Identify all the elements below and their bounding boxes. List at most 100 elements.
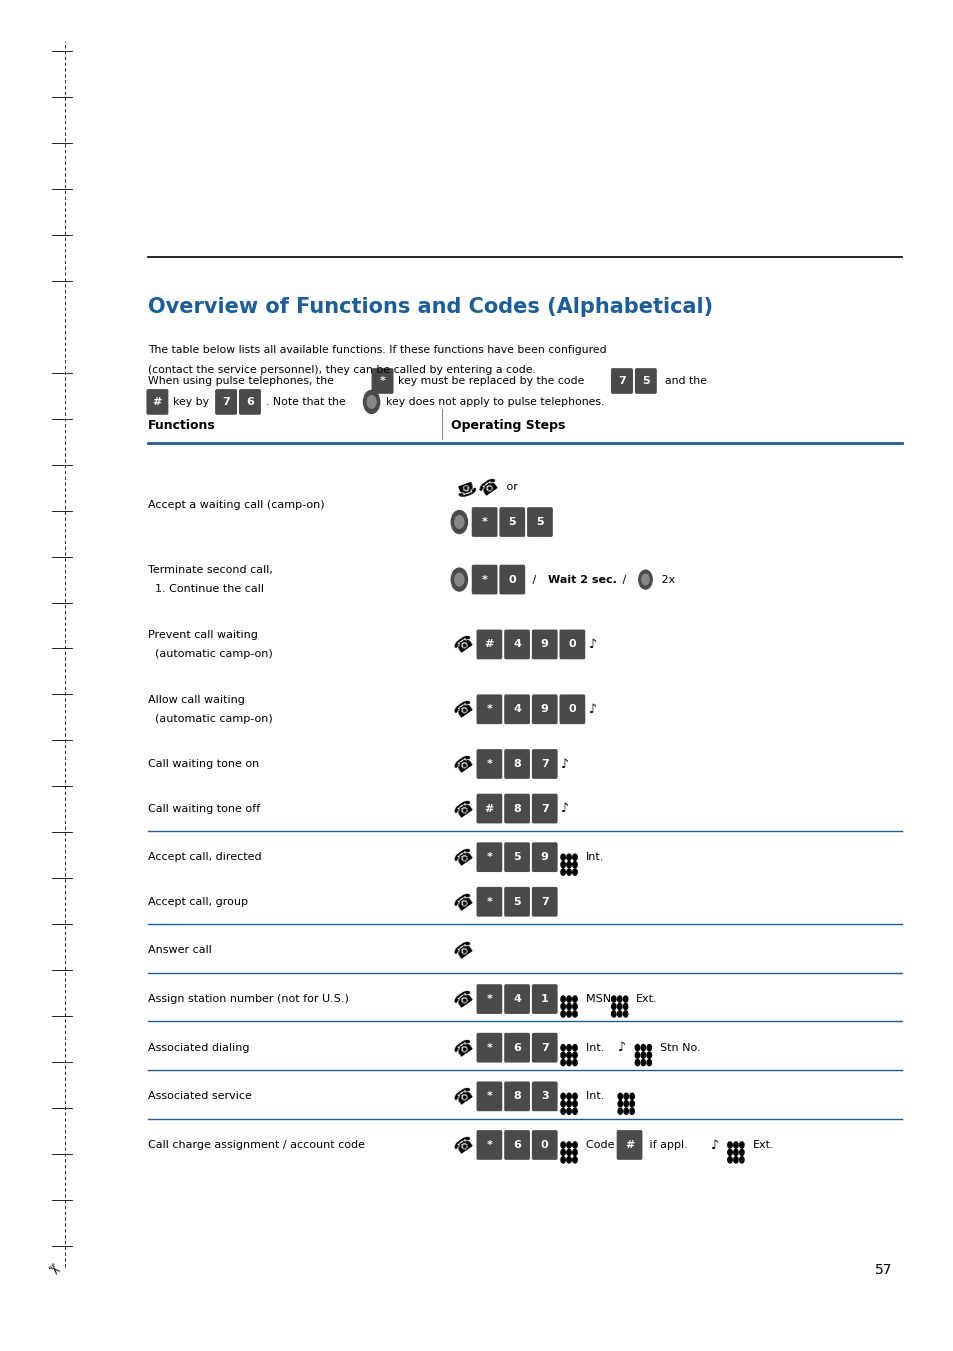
Circle shape (739, 1142, 743, 1148)
Text: 5: 5 (641, 376, 649, 386)
Circle shape (367, 396, 375, 408)
FancyBboxPatch shape (238, 389, 261, 415)
Text: 5: 5 (536, 517, 543, 527)
Text: Code: Code (585, 1140, 617, 1150)
Text: ☎: ☎ (451, 1035, 478, 1061)
Circle shape (622, 1011, 627, 1017)
Circle shape (560, 1052, 565, 1058)
Text: Functions: Functions (148, 419, 215, 432)
FancyBboxPatch shape (559, 694, 585, 724)
FancyBboxPatch shape (214, 389, 236, 415)
Text: Assign station number (not for U.S.): Assign station number (not for U.S.) (148, 994, 349, 1004)
Circle shape (566, 1093, 571, 1100)
Circle shape (739, 1150, 743, 1155)
FancyBboxPatch shape (476, 985, 501, 1015)
Circle shape (572, 1156, 577, 1163)
FancyBboxPatch shape (532, 888, 558, 917)
FancyBboxPatch shape (471, 565, 497, 594)
Circle shape (455, 573, 463, 586)
Circle shape (629, 1101, 634, 1106)
Text: ☎: ☎ (451, 796, 478, 821)
FancyBboxPatch shape (372, 367, 393, 394)
Text: (automatic camp-on): (automatic camp-on) (148, 713, 273, 724)
Text: 7: 7 (540, 1043, 548, 1052)
Text: 7: 7 (618, 376, 625, 386)
Text: 57: 57 (874, 1263, 891, 1277)
Text: (contact the service personnel), they can be called by entering a code.: (contact the service personnel), they ca… (148, 365, 536, 376)
Text: 4: 4 (513, 994, 520, 1004)
FancyBboxPatch shape (504, 1131, 530, 1161)
Circle shape (572, 1101, 577, 1106)
Circle shape (566, 1004, 571, 1009)
Text: ☎: ☎ (451, 696, 478, 723)
Circle shape (560, 1150, 565, 1155)
Text: 6: 6 (513, 1043, 520, 1052)
Circle shape (572, 996, 577, 1002)
Text: Overview of Functions and Codes (Alphabetical): Overview of Functions and Codes (Alphabe… (148, 297, 712, 317)
Text: Wait 2 sec.: Wait 2 sec. (547, 574, 617, 585)
Text: 0: 0 (568, 639, 576, 650)
Text: ✂: ✂ (43, 1260, 62, 1279)
Text: Accept call, group: Accept call, group (148, 897, 248, 907)
Circle shape (560, 1101, 565, 1106)
Circle shape (727, 1142, 732, 1148)
FancyBboxPatch shape (476, 1131, 501, 1161)
FancyBboxPatch shape (532, 985, 558, 1015)
FancyBboxPatch shape (476, 1034, 501, 1063)
Text: key by: key by (172, 397, 209, 407)
FancyBboxPatch shape (611, 367, 633, 394)
FancyBboxPatch shape (499, 565, 525, 594)
Circle shape (635, 1059, 639, 1066)
Text: *: * (486, 1092, 492, 1101)
Text: Prevent call waiting: Prevent call waiting (148, 630, 257, 640)
Circle shape (572, 869, 577, 875)
FancyBboxPatch shape (532, 1082, 558, 1112)
Circle shape (566, 1108, 571, 1115)
Circle shape (451, 511, 467, 534)
Circle shape (639, 570, 652, 589)
FancyBboxPatch shape (471, 507, 497, 536)
Circle shape (566, 1156, 571, 1163)
Circle shape (623, 1101, 628, 1106)
Circle shape (560, 1142, 565, 1148)
FancyBboxPatch shape (476, 888, 501, 917)
Text: *: * (486, 1140, 492, 1150)
Text: Int.: Int. (585, 1043, 607, 1052)
Text: Terminate second call,: Terminate second call, (148, 565, 273, 576)
Circle shape (611, 996, 616, 1002)
Circle shape (618, 1101, 621, 1106)
Circle shape (727, 1156, 732, 1163)
Text: 3: 3 (540, 1092, 548, 1101)
Text: Accept a waiting call (camp-on): Accept a waiting call (camp-on) (148, 500, 324, 511)
Text: ☎: ☎ (451, 844, 478, 870)
Circle shape (566, 869, 571, 875)
Text: 6: 6 (513, 1140, 520, 1150)
Text: *: * (481, 517, 487, 527)
Text: 4: 4 (513, 639, 520, 650)
Circle shape (566, 1142, 571, 1148)
Circle shape (572, 1142, 577, 1148)
Text: Ext.: Ext. (636, 994, 658, 1004)
Text: key does not apply to pulse telephones.: key does not apply to pulse telephones. (386, 397, 604, 407)
FancyBboxPatch shape (504, 985, 530, 1015)
FancyBboxPatch shape (147, 389, 168, 415)
Text: ☎: ☎ (451, 1084, 478, 1109)
FancyBboxPatch shape (476, 1082, 501, 1112)
Text: if appl.: if appl. (645, 1140, 690, 1150)
Text: 1: 1 (540, 994, 548, 1004)
Text: 4: 4 (513, 704, 520, 715)
Circle shape (617, 1004, 621, 1009)
Circle shape (566, 1150, 571, 1155)
Text: 7: 7 (540, 804, 548, 813)
Text: /: / (618, 574, 629, 585)
Text: Call waiting tone on: Call waiting tone on (148, 759, 259, 769)
Text: or: or (502, 482, 517, 492)
FancyBboxPatch shape (532, 1034, 558, 1063)
Circle shape (646, 1052, 651, 1058)
Text: Answer call: Answer call (148, 946, 212, 955)
Circle shape (623, 1093, 628, 1100)
FancyBboxPatch shape (476, 750, 501, 778)
Text: and the: and the (664, 376, 706, 386)
Circle shape (560, 869, 565, 875)
Circle shape (572, 1108, 577, 1115)
